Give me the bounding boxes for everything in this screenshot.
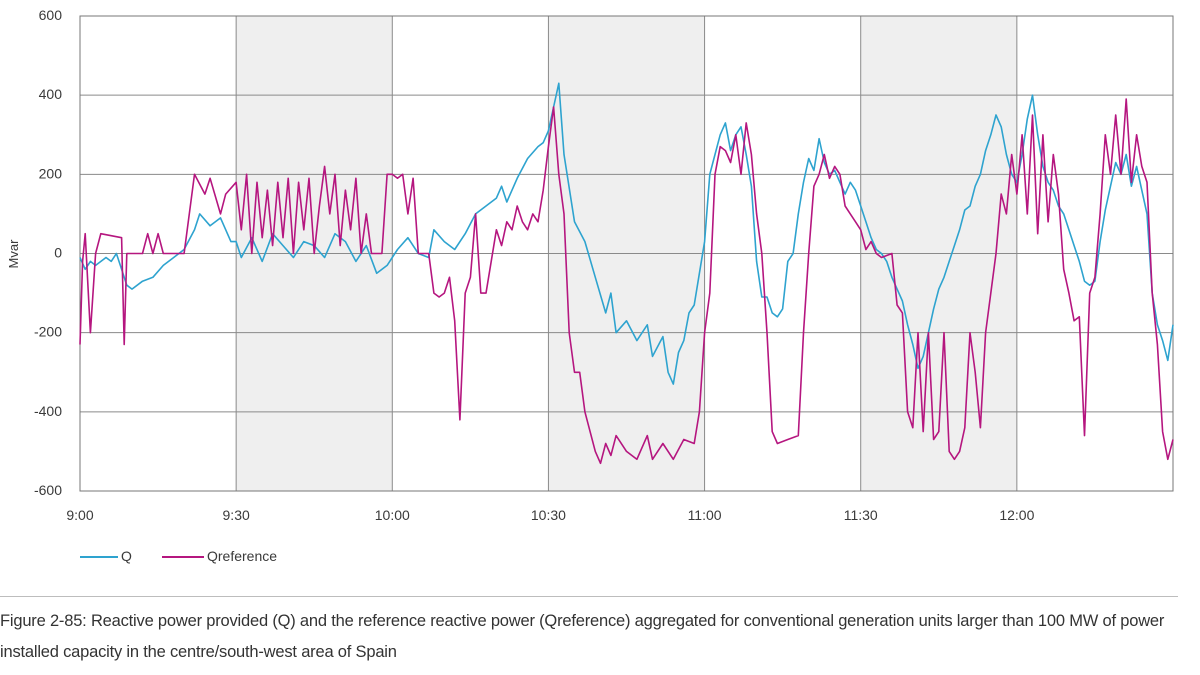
y-axis-label: Mvar bbox=[6, 239, 21, 269]
x-axis-ticks: 9:00 9:30 10:00 10:30 11:00 11:30 12:00 bbox=[66, 507, 1034, 523]
plot-frame bbox=[79, 15, 1174, 492]
legend-label-qreference: Qreference bbox=[207, 548, 277, 564]
figure-caption: Figure 2-85: Reactive power provided (Q)… bbox=[0, 606, 1190, 668]
caption-divider bbox=[0, 596, 1178, 597]
grid-lines bbox=[79, 15, 1173, 492]
x-tick-label: 11:00 bbox=[688, 507, 722, 523]
x-tick-label: 10:30 bbox=[531, 507, 566, 523]
x-tick-label: 11:30 bbox=[844, 507, 878, 523]
y-tick-label: -400 bbox=[34, 403, 62, 419]
x-tick-label: 12:00 bbox=[999, 507, 1034, 523]
series-line-qreference bbox=[79, 98, 1174, 465]
x-tick-label: 10:00 bbox=[375, 507, 410, 523]
y-tick-label: 0 bbox=[54, 245, 62, 261]
y-tick-label: 200 bbox=[39, 165, 63, 181]
series-lines bbox=[79, 82, 1174, 465]
x-tick-label: 9:00 bbox=[66, 507, 93, 523]
x-tick-label: 9:30 bbox=[223, 507, 250, 523]
legend: Q Qreference bbox=[80, 548, 277, 564]
caption-line-1: Figure 2-85: Reactive power provided (Q)… bbox=[0, 612, 1165, 630]
y-tick-label: 600 bbox=[39, 7, 63, 23]
reactive-power-chart: -600 -400 -200 0 200 400 600 9:00 9:30 10:00 10:3… bbox=[6, 7, 1174, 564]
y-tick-label: -200 bbox=[34, 324, 62, 340]
caption-line-2: installed capacity in the centre/south-w… bbox=[0, 643, 397, 661]
y-tick-label: -600 bbox=[34, 482, 62, 498]
legend-label-q: Q bbox=[121, 548, 132, 564]
series-line-q bbox=[79, 82, 1174, 385]
y-axis-ticks: -600 -400 -200 0 200 400 600 bbox=[34, 7, 62, 498]
y-tick-label: 400 bbox=[39, 86, 63, 102]
